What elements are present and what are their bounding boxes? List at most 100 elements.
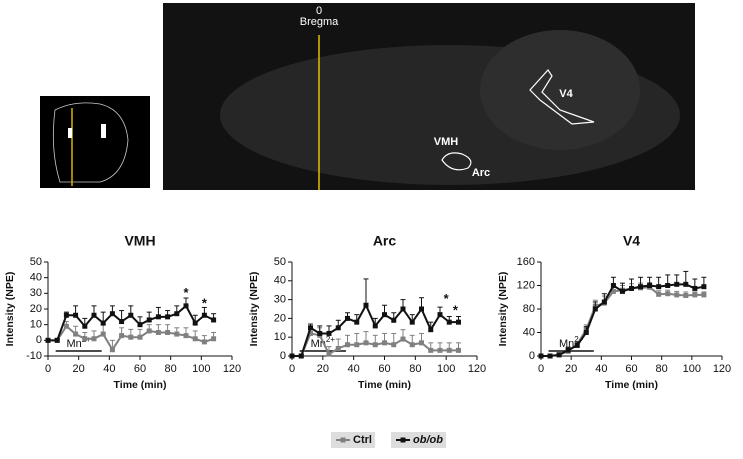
x-tick-label: 20 xyxy=(317,363,329,375)
marker xyxy=(456,319,461,325)
marker xyxy=(289,353,295,359)
marker xyxy=(674,292,680,298)
marker xyxy=(354,319,360,325)
marker xyxy=(54,337,60,343)
marker xyxy=(556,352,562,358)
marker xyxy=(308,330,313,336)
marker xyxy=(137,334,143,340)
cerebellum xyxy=(480,30,640,150)
marker xyxy=(656,291,662,297)
y-tick-label: 20 xyxy=(30,303,42,315)
marker xyxy=(201,339,207,345)
marker xyxy=(317,330,323,336)
y-tick-label: 30 xyxy=(274,294,286,306)
significance: * xyxy=(202,296,208,311)
x-tick-label: 60 xyxy=(134,363,146,375)
y-tick-label: 120 xyxy=(517,279,535,291)
marker xyxy=(326,330,332,336)
marker xyxy=(428,347,434,353)
marker xyxy=(701,292,707,298)
marker xyxy=(137,322,143,328)
marker xyxy=(109,347,115,353)
y-tick-label: 40 xyxy=(274,275,286,287)
x-tick-label: 60 xyxy=(378,363,390,375)
marker xyxy=(592,306,598,312)
marker xyxy=(391,342,397,348)
marker xyxy=(372,323,378,329)
x-tick-label: 20 xyxy=(73,363,85,375)
marker xyxy=(674,281,680,287)
marker xyxy=(155,330,161,335)
x-tick-label: 80 xyxy=(656,363,668,375)
marker xyxy=(82,336,88,342)
marker xyxy=(354,342,360,348)
marker xyxy=(574,342,580,348)
region-label: VMH xyxy=(434,136,459,148)
y-axis-label: Intensity (NPE) xyxy=(4,272,16,347)
marker xyxy=(100,320,106,326)
x-axis-label: Time (min) xyxy=(605,379,658,391)
bregma-label: Bregma xyxy=(300,16,339,28)
x-tick-label: 40 xyxy=(103,363,115,375)
y-tick-label: 80 xyxy=(523,303,535,315)
y-axis-label: Intensity (NPE) xyxy=(497,272,509,347)
marker xyxy=(363,302,369,308)
x-tick-label: 20 xyxy=(565,363,577,375)
significance: * xyxy=(183,285,189,300)
marker xyxy=(91,312,97,318)
legend-marker xyxy=(340,437,346,443)
x-axis-label: Time (min) xyxy=(358,379,411,391)
x-tick-label: 120 xyxy=(713,363,731,375)
marker xyxy=(610,288,616,294)
marker xyxy=(538,353,544,359)
marker xyxy=(382,312,387,318)
marker xyxy=(109,311,115,317)
marker xyxy=(345,315,350,321)
marker xyxy=(409,342,415,348)
marker xyxy=(211,317,217,323)
marker xyxy=(400,336,406,342)
marker xyxy=(409,319,415,325)
bregma-zero: 0 xyxy=(316,5,322,17)
marker xyxy=(63,323,69,329)
y-tick-label: 10 xyxy=(30,319,42,331)
marker xyxy=(428,327,434,333)
marker xyxy=(308,325,313,331)
marker xyxy=(165,314,171,320)
slice-outline xyxy=(52,102,129,183)
marker xyxy=(211,336,217,342)
marker xyxy=(437,347,443,353)
marker xyxy=(547,353,553,359)
marker xyxy=(146,328,152,334)
marker xyxy=(183,303,189,309)
marker xyxy=(692,285,698,291)
marker xyxy=(565,347,571,353)
significance: * xyxy=(453,302,459,317)
marker xyxy=(155,314,161,320)
marker xyxy=(192,320,198,326)
marker xyxy=(363,340,369,346)
x-axis-label: Time (min) xyxy=(114,379,167,391)
marker xyxy=(183,333,189,339)
x-tick-label: 0 xyxy=(538,363,544,375)
x-tick-label: 120 xyxy=(223,363,241,375)
slice-mark xyxy=(68,128,72,138)
chart-title: Arc xyxy=(373,233,397,249)
marker xyxy=(638,284,644,290)
marker xyxy=(335,345,341,351)
y-tick-label: 0 xyxy=(280,350,286,362)
legend-label: ob/ob xyxy=(413,434,443,446)
y-tick-label: 10 xyxy=(274,331,286,343)
marker xyxy=(391,317,397,323)
marker xyxy=(63,312,69,318)
marker xyxy=(446,319,452,325)
significance: * xyxy=(444,291,450,306)
x-tick-label: 80 xyxy=(165,363,177,375)
marker xyxy=(683,281,689,287)
legend xyxy=(331,432,446,448)
y-tick-label: 0 xyxy=(529,350,535,362)
marker xyxy=(128,334,134,340)
marker xyxy=(128,312,134,318)
marker xyxy=(192,336,198,342)
